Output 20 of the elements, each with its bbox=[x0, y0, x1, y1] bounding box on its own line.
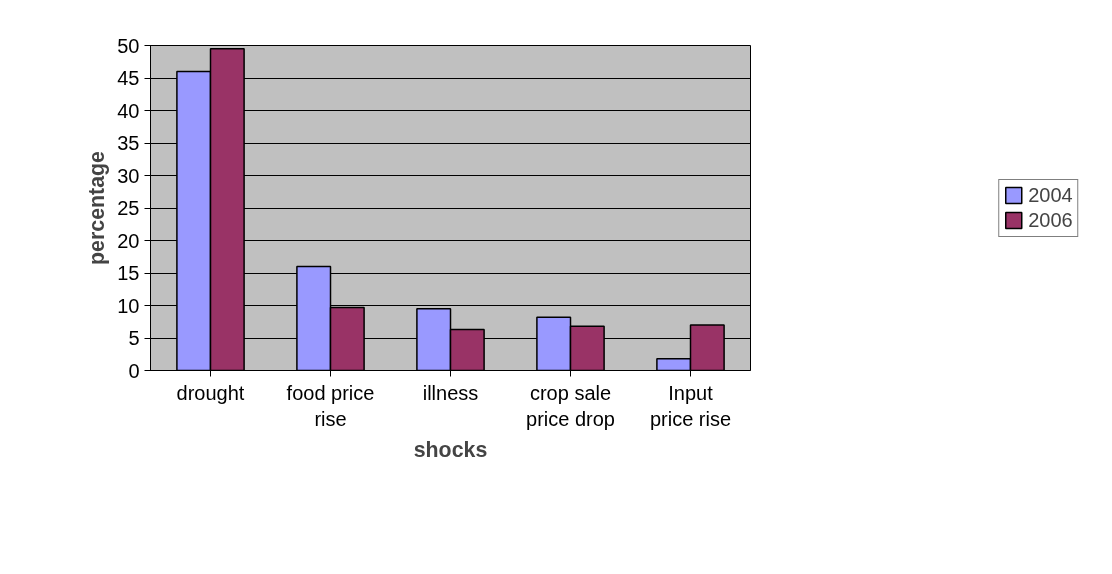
y-tick-label: 50 bbox=[117, 34, 140, 57]
y-axis-title: percentage bbox=[85, 150, 110, 265]
y-tick-label: 0 bbox=[128, 359, 140, 382]
y-tick-label: 10 bbox=[117, 294, 140, 317]
x-tick-label: drought bbox=[176, 381, 245, 404]
y-tick-label: 5 bbox=[128, 327, 140, 349]
y-tick-label: 15 bbox=[117, 262, 140, 284]
x-tick-label: Input price rise bbox=[649, 381, 732, 430]
x-tick-label: food price rise bbox=[286, 381, 375, 430]
y-tick-label: 30 bbox=[117, 164, 140, 187]
y-tick-label: 40 bbox=[117, 99, 140, 122]
legend-label: 2006 bbox=[1028, 208, 1073, 232]
y-tick-label: 25 bbox=[117, 197, 140, 219]
legend-label: 2004 bbox=[1028, 183, 1073, 207]
y-tick-label: 20 bbox=[117, 229, 140, 252]
x-tick-label: illness bbox=[422, 381, 479, 404]
y-tick-label: 35 bbox=[117, 132, 140, 154]
x-axis-title: shocks bbox=[413, 437, 488, 462]
y-tick-label: 45 bbox=[117, 67, 140, 89]
x-tick-label: crop sale price drop bbox=[526, 381, 615, 430]
